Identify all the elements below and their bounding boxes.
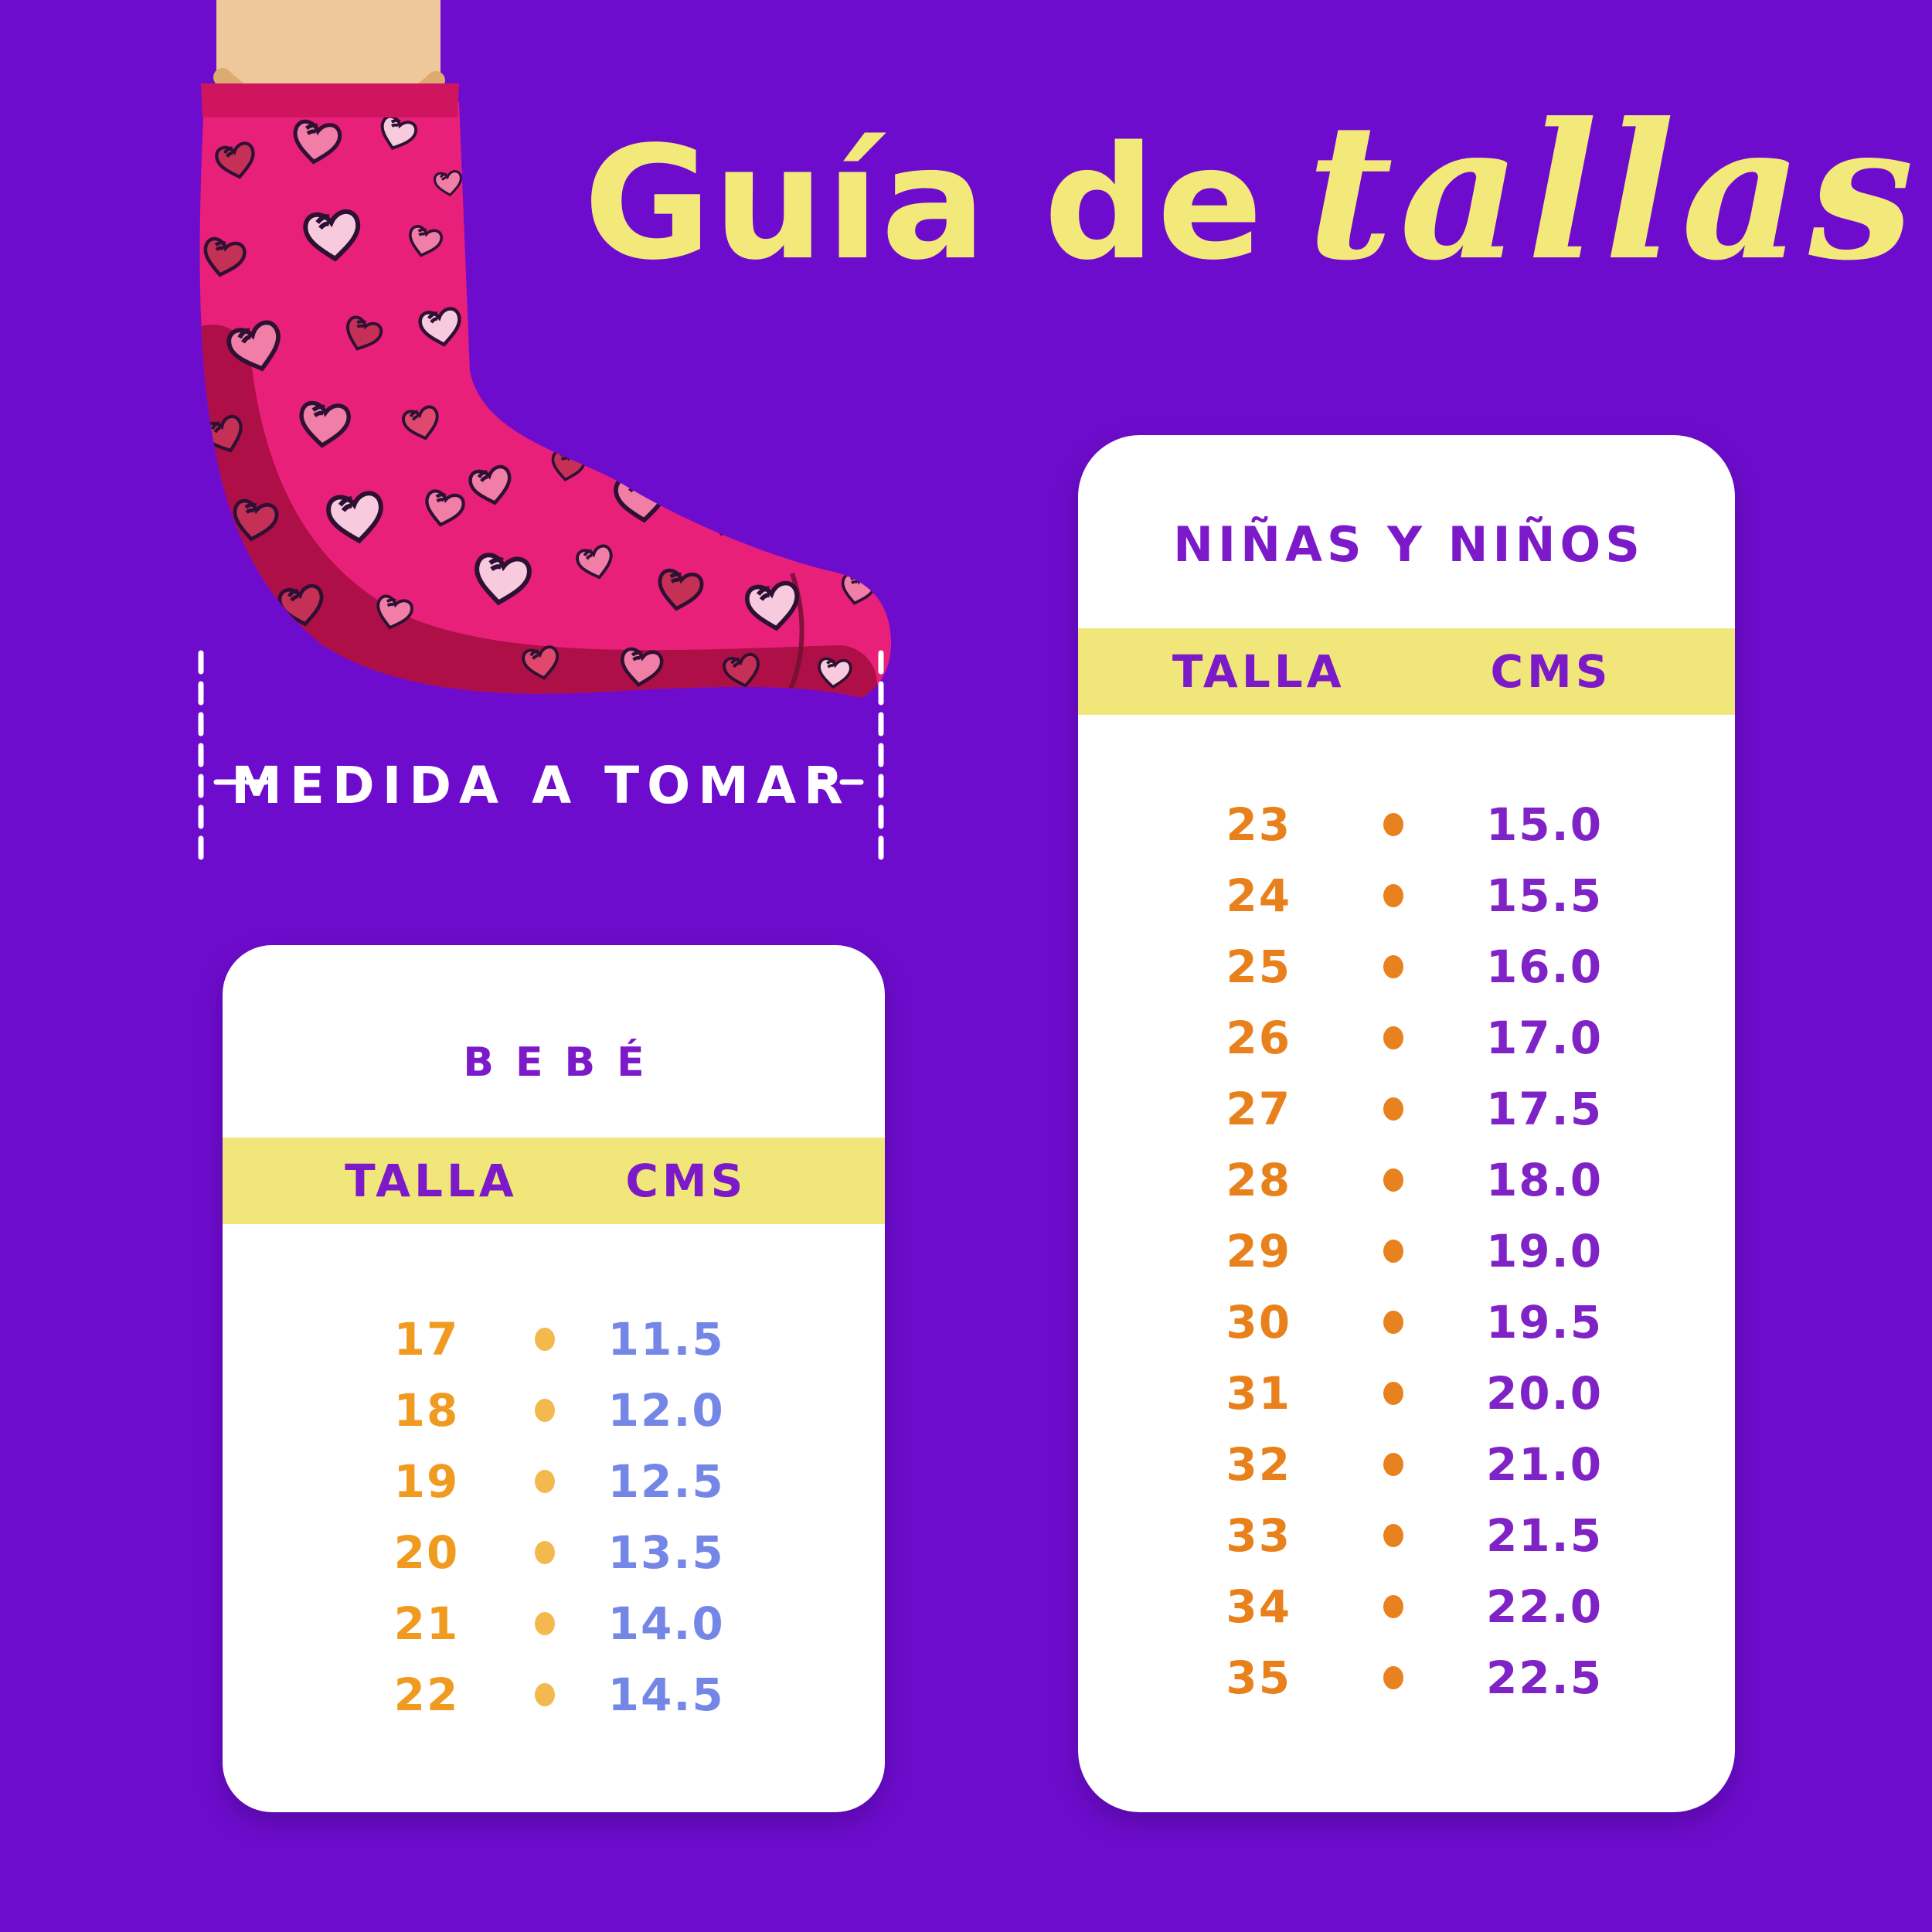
- table-rows: 23 15.0 24 15.5 25 16.0 26 17.0 27 17.5 28 18.0 29 19…: [1078, 789, 1735, 1713]
- bullet-dot-icon: [1383, 884, 1403, 907]
- size-value: 27: [1226, 1083, 1292, 1135]
- bullet-dot-icon: [534, 1470, 555, 1493]
- size-table-ninos: NIÑAS Y NIÑOS TALLA CMS 23 15.0 24 15.5 25 16…: [1078, 435, 1735, 1812]
- sock-illustration: [199, 0, 892, 698]
- table-row: 32 21.0: [1078, 1429, 1735, 1500]
- title-script: tallas: [1307, 83, 1920, 302]
- table-row: 19 12.5: [223, 1446, 885, 1517]
- cms-value: 13.5: [607, 1526, 725, 1579]
- cms-value: 21.5: [1485, 1509, 1604, 1562]
- size-value: 19: [393, 1455, 460, 1508]
- table-rows: 17 11.5 18 12.0 19 12.5 20 13.5 21 14.0 22 14.5: [223, 1304, 885, 1730]
- cms-value: 17.0: [1485, 1012, 1604, 1064]
- size-value: 29: [1226, 1225, 1292, 1277]
- table-row: 18 12.0: [223, 1375, 885, 1446]
- cms-value: 11.5: [607, 1313, 725, 1366]
- column-header-talla: TALLA: [1172, 645, 1345, 698]
- bullet-dot-icon: [534, 1328, 555, 1351]
- size-value: 20: [393, 1526, 460, 1579]
- table-title-ninos: NIÑAS Y NIÑOS: [1173, 516, 1645, 573]
- title-regular: Guía de: [583, 112, 1265, 294]
- page-title: Guía de tallas: [583, 99, 1920, 289]
- bullet-dot-icon: [1383, 1026, 1403, 1049]
- bullet-dot-icon: [1383, 1453, 1403, 1476]
- bullet-dot-icon: [1383, 1097, 1403, 1121]
- table-row: 27 17.5: [1078, 1073, 1735, 1145]
- column-header-talla: TALLA: [345, 1155, 518, 1207]
- table-row: 17 11.5: [223, 1304, 885, 1375]
- table-row: 31 20.0: [1078, 1358, 1735, 1429]
- sock-cuff: [201, 83, 459, 117]
- cms-value: 19.0: [1485, 1225, 1604, 1277]
- cms-value: 19.5: [1485, 1296, 1604, 1349]
- bullet-dot-icon: [1383, 1168, 1403, 1192]
- table-header-band: TALLA CMS: [1078, 628, 1735, 715]
- bullet-dot-icon: [534, 1683, 555, 1706]
- bullet-dot-icon: [1383, 1595, 1403, 1618]
- bullet-dot-icon: [1383, 1524, 1403, 1547]
- bullet-dot-icon: [1383, 1311, 1403, 1334]
- table-row: 20 13.5: [223, 1517, 885, 1588]
- table-row: 23 15.0: [1078, 789, 1735, 860]
- table-row: 34 22.0: [1078, 1571, 1735, 1642]
- size-value: 28: [1226, 1154, 1292, 1206]
- size-value: 25: [1226, 940, 1292, 993]
- size-table-bebe: BEBÉ TALLA CMS 17 11.5 18 12.0 19 12.5 20 13.5 2…: [223, 945, 885, 1812]
- column-header-cms: CMS: [625, 1155, 747, 1207]
- cms-value: 22.5: [1485, 1651, 1604, 1704]
- table-row: 33 21.5: [1078, 1500, 1735, 1571]
- size-value: 35: [1226, 1651, 1292, 1704]
- bullet-dot-icon: [1383, 955, 1403, 978]
- cms-value: 12.5: [607, 1455, 725, 1508]
- bullet-dot-icon: [1383, 1382, 1403, 1405]
- cms-value: 12.0: [607, 1384, 725, 1437]
- table-title-bebe: BEBÉ: [463, 1039, 666, 1086]
- size-value: 18: [393, 1384, 460, 1437]
- cms-value: 18.0: [1485, 1154, 1604, 1206]
- table-row: 30 19.5: [1078, 1287, 1735, 1358]
- measurement-label: MEDIDA A TOMAR: [231, 756, 851, 815]
- size-value: 34: [1226, 1580, 1292, 1633]
- bullet-dot-icon: [534, 1541, 555, 1564]
- table-row: 24 15.5: [1078, 860, 1735, 931]
- cms-value: 14.0: [607, 1597, 725, 1650]
- bullet-dot-icon: [1383, 813, 1403, 836]
- size-value: 30: [1226, 1296, 1292, 1349]
- size-value: 17: [393, 1313, 460, 1366]
- cms-value: 21.0: [1485, 1438, 1604, 1491]
- table-row: 21 14.0: [223, 1588, 885, 1659]
- size-value: 32: [1226, 1438, 1292, 1491]
- table-row: 35 22.5: [1078, 1642, 1735, 1713]
- cms-value: 22.0: [1485, 1580, 1604, 1633]
- bullet-dot-icon: [534, 1399, 555, 1422]
- size-value: 33: [1226, 1509, 1292, 1562]
- size-value: 24: [1226, 869, 1292, 922]
- cms-value: 15.5: [1485, 869, 1604, 922]
- cms-value: 20.0: [1485, 1367, 1604, 1420]
- table-row: 29 19.0: [1078, 1216, 1735, 1287]
- size-value: 23: [1226, 798, 1292, 851]
- column-header-cms: CMS: [1490, 645, 1612, 698]
- size-value: 31: [1226, 1367, 1292, 1420]
- table-header-band: TALLA CMS: [223, 1138, 885, 1224]
- table-row: 22 14.5: [223, 1659, 885, 1730]
- cms-value: 14.5: [607, 1668, 725, 1721]
- cms-value: 17.5: [1485, 1083, 1604, 1135]
- measurement-guides: [198, 650, 884, 869]
- table-row: 25 16.0: [1078, 931, 1735, 1002]
- cms-value: 16.0: [1485, 940, 1604, 993]
- bullet-dot-icon: [1383, 1666, 1403, 1689]
- size-value: 22: [393, 1668, 460, 1721]
- table-row: 26 17.0: [1078, 1002, 1735, 1073]
- size-value: 26: [1226, 1012, 1292, 1064]
- size-value: 21: [393, 1597, 460, 1650]
- bullet-dot-icon: [1383, 1240, 1403, 1263]
- cms-value: 15.0: [1485, 798, 1604, 851]
- table-row: 28 18.0: [1078, 1145, 1735, 1216]
- bullet-dot-icon: [534, 1612, 555, 1635]
